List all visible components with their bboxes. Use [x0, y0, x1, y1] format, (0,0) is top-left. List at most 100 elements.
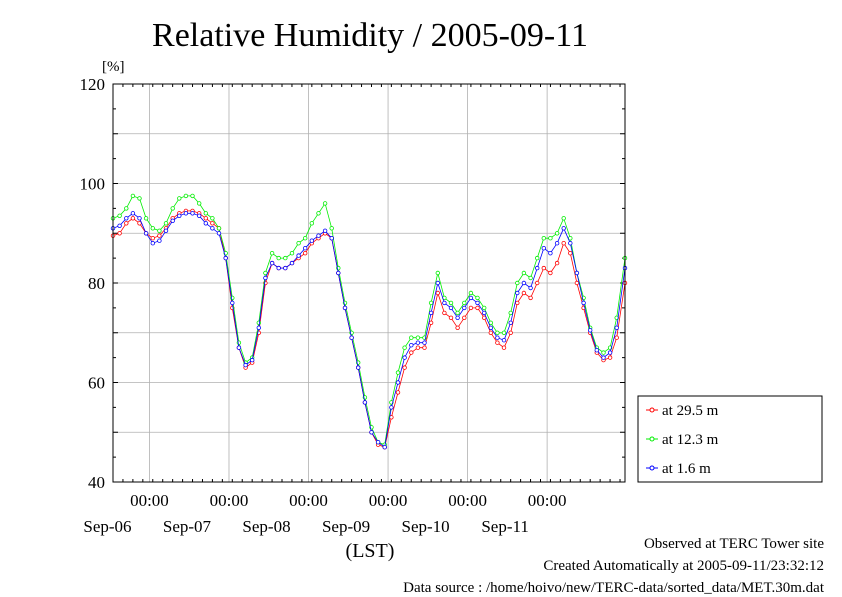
data-point: [448, 315, 454, 320]
legend: at 29.5 m at 12.3 m at 1.6 m: [637, 395, 823, 483]
y-tick-label: 120: [80, 75, 106, 94]
data-point: [515, 290, 520, 296]
data-point: [117, 223, 122, 228]
data-point: [409, 343, 414, 348]
y-tick-label: 100: [80, 175, 106, 194]
data-point: [409, 335, 414, 340]
data-point: [150, 240, 155, 246]
data-point: [535, 280, 540, 286]
data-point: [163, 221, 169, 226]
y-tick-label: 60: [88, 374, 105, 393]
data-point: [488, 330, 493, 335]
data-point: [316, 211, 321, 216]
data-point: [468, 305, 474, 311]
legend-marker: [649, 436, 655, 442]
data-point: [303, 235, 308, 241]
data-point: [276, 265, 281, 271]
data-point: [475, 300, 480, 306]
data-point: [395, 370, 401, 375]
data-point: [203, 211, 208, 216]
data-point: [395, 380, 401, 385]
data-point: [170, 206, 175, 211]
data-point: [568, 250, 573, 256]
y-tick-label: 80: [88, 274, 105, 293]
data-point: [322, 228, 328, 233]
data-point: [316, 233, 321, 238]
y-axis-label: [%]: [102, 59, 125, 75]
data-point: [130, 211, 136, 216]
series-group: [110, 193, 628, 450]
data-point: [468, 295, 474, 301]
x-tick-label: 00:00: [528, 491, 567, 510]
x-tick-label: 00:00: [289, 491, 328, 510]
data-point: [117, 231, 122, 236]
data-point: [336, 270, 341, 276]
x-date-label: Sep-11: [481, 517, 529, 536]
data-point: [402, 355, 407, 360]
y-tick-label: 40: [88, 473, 105, 492]
data-point: [541, 235, 546, 241]
data-point: [428, 310, 434, 316]
data-point: [495, 340, 500, 345]
data-point: [488, 325, 493, 330]
data-point: [243, 362, 248, 368]
data-point: [521, 280, 527, 286]
data-point: [190, 193, 195, 199]
data-point: [137, 196, 142, 201]
data-point: [190, 211, 195, 216]
data-point: [130, 193, 136, 199]
data-point: [382, 445, 387, 450]
data-point: [442, 300, 447, 306]
data-point: [150, 226, 155, 231]
data-point: [614, 335, 619, 340]
data-point: [462, 305, 467, 311]
legend-marker: [649, 465, 655, 471]
data-point: [269, 250, 275, 256]
data-point: [356, 365, 361, 370]
data-point: [462, 315, 467, 320]
data-point: [203, 216, 208, 221]
data-point: [521, 290, 527, 296]
data-point: [535, 265, 540, 271]
data-point: [428, 320, 434, 325]
data-point: [283, 255, 288, 261]
data-point: [561, 226, 566, 231]
data-point: [515, 300, 520, 306]
x-date-label: Sep-08: [242, 517, 290, 536]
data-point: [415, 335, 421, 340]
data-point: [501, 345, 507, 350]
data-point: [508, 310, 513, 316]
data-point: [442, 310, 447, 316]
chart-title: Relative Humidity / 2005-09-11: [152, 17, 588, 54]
data-point: [548, 250, 553, 256]
data-point: [548, 270, 553, 276]
data-point: [349, 335, 354, 340]
data-point: [607, 350, 613, 355]
data-point: [269, 260, 275, 266]
data-point: [395, 390, 401, 395]
data-point: [601, 355, 606, 360]
data-point: [389, 405, 394, 410]
grid: [113, 84, 625, 482]
data-point: [177, 196, 182, 201]
data-point: [541, 245, 546, 251]
data-point: [475, 295, 480, 301]
data-point: [581, 300, 586, 306]
data-point: [415, 345, 421, 350]
data-point: [528, 295, 533, 301]
data-point: [435, 270, 440, 276]
data-point: [143, 216, 149, 221]
footer-observed: Observed at TERC Tower site: [643, 536, 824, 552]
data-point: [157, 228, 162, 233]
data-point: [216, 231, 222, 236]
data-point: [435, 280, 440, 286]
data-point: [256, 320, 261, 325]
data-point: [183, 193, 189, 199]
data-point: [482, 305, 487, 311]
data-point: [462, 300, 467, 306]
x-date-label: Sep-09: [322, 517, 370, 536]
footer-created: Created Automatically at 2005-09-11/23:3…: [543, 558, 824, 574]
legend-marker: [649, 407, 655, 413]
data-point: [177, 213, 182, 218]
